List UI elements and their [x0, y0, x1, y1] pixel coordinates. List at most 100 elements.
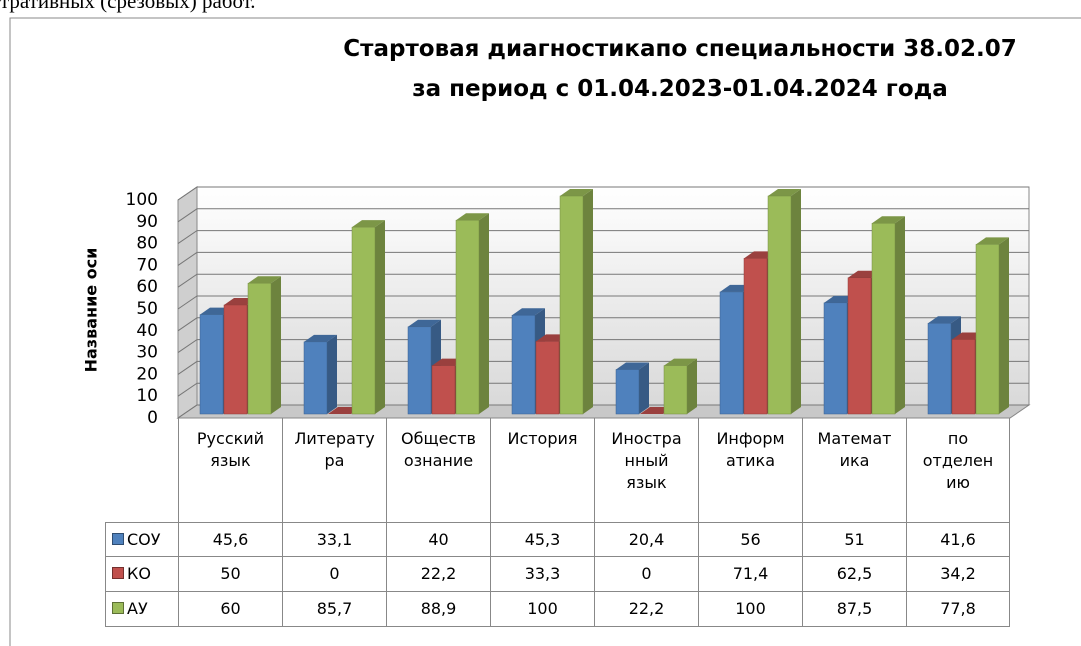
y-tick-label: 90 [136, 212, 158, 232]
bar-front [951, 339, 976, 415]
grid-line [177, 251, 1029, 266]
legend-label: СОУ [127, 530, 161, 549]
legend-swatch [112, 567, 124, 579]
category-label: по отделен ию [906, 418, 1010, 522]
bar [663, 358, 697, 415]
table-value: 40 [386, 522, 490, 557]
legend-swatch [112, 602, 124, 614]
bar-front [407, 326, 432, 415]
category-label: Литерату ра [282, 418, 386, 522]
bar-side [327, 334, 337, 414]
table-value: 77,8 [906, 592, 1010, 627]
table-value: 0 [594, 557, 698, 592]
bar-side [639, 362, 649, 414]
bar-front [927, 323, 952, 415]
table-value: 88,9 [386, 592, 490, 627]
bar-side [271, 276, 281, 414]
bar-side [687, 358, 697, 414]
y-tick-label: 80 [136, 234, 158, 254]
bar [247, 276, 281, 415]
bar-front [871, 223, 896, 415]
bar-front [847, 277, 872, 415]
bar-front [535, 341, 560, 415]
chart-subtitle: за период с 01.04.2023-01.04.2024 года [412, 76, 948, 102]
bar-front [719, 291, 744, 415]
category-label: История [490, 418, 594, 522]
y-tick-label: 20 [136, 364, 158, 384]
table-value: 56 [698, 522, 802, 557]
bar-top [768, 189, 801, 196]
chart-border [9, 17, 1081, 646]
legend-swatch [112, 533, 124, 545]
table-value: 100 [698, 592, 802, 627]
table-value: 0 [282, 557, 386, 592]
bar-top [512, 308, 545, 316]
table-value: 45,3 [490, 522, 594, 557]
bar-top [664, 358, 697, 366]
y-tick-label: 30 [136, 343, 158, 363]
bar-side [999, 237, 1009, 414]
table-value: 33,3 [490, 557, 594, 592]
legend-label: КО [127, 564, 151, 583]
bar-top [408, 319, 441, 327]
table-value: 41,6 [906, 522, 1010, 557]
legend-cell: АУ [105, 592, 178, 627]
category-label: Математ ика [802, 418, 906, 522]
bar-front [199, 314, 224, 415]
table-value: 60 [178, 592, 282, 627]
bar-side [479, 213, 489, 414]
bar-front [431, 365, 456, 415]
bar-front [303, 341, 328, 415]
table-value: 62,5 [802, 557, 906, 592]
table-value: 85,7 [282, 592, 386, 627]
table-value: 33,1 [282, 522, 386, 557]
table-value: 45,6 [178, 522, 282, 557]
bar-front [511, 314, 536, 415]
bar-top [616, 362, 649, 370]
table-value: 22,2 [594, 592, 698, 627]
y-tick-label: 50 [136, 299, 158, 319]
bar-front [743, 258, 768, 415]
y-tick-label: 40 [136, 321, 158, 341]
category-label: Русский язык [178, 418, 282, 522]
table-value: 50 [178, 557, 282, 592]
header-fragment: тративных (срезовых) работ. [0, 0, 256, 13]
bar-top [248, 276, 281, 284]
chart-title: Стартовая диагностикапо специальности 38… [343, 36, 1017, 62]
bar [455, 213, 489, 415]
y-axis-title: Название оси [82, 248, 101, 373]
legend-cell: КО [105, 557, 178, 592]
legend-cell: СОУ [105, 522, 178, 557]
bar-front [823, 302, 848, 415]
y-tick-label: 0 [147, 408, 158, 428]
bar-side [375, 220, 385, 414]
category-label: Информ атика [698, 418, 802, 522]
bar-front [559, 195, 584, 415]
bar-front [455, 219, 480, 415]
bar-front [223, 304, 248, 415]
bar-top [456, 213, 489, 221]
bar-front [767, 195, 792, 415]
bar-front [615, 369, 640, 415]
bar [871, 216, 905, 415]
table-value: 22,2 [386, 557, 490, 592]
bar-top [560, 189, 593, 196]
grid-line [177, 208, 1029, 223]
bar-top [976, 237, 1009, 245]
category-label: Иностра нный язык [594, 418, 698, 522]
y-tick-label: 100 [126, 190, 158, 210]
y-tick-label: 10 [136, 386, 158, 406]
bar-top [928, 316, 961, 324]
y-tick-label: 60 [136, 277, 158, 297]
bar [351, 220, 385, 415]
table-value: 34,2 [906, 557, 1010, 592]
legend-label: АУ [127, 599, 148, 618]
bar-front [975, 244, 1000, 415]
table-value: 87,5 [802, 592, 906, 627]
table-value: 100 [490, 592, 594, 627]
table-value: 51 [802, 522, 906, 557]
bar [303, 334, 337, 415]
bar [975, 237, 1009, 415]
table-value: 20,4 [594, 522, 698, 557]
